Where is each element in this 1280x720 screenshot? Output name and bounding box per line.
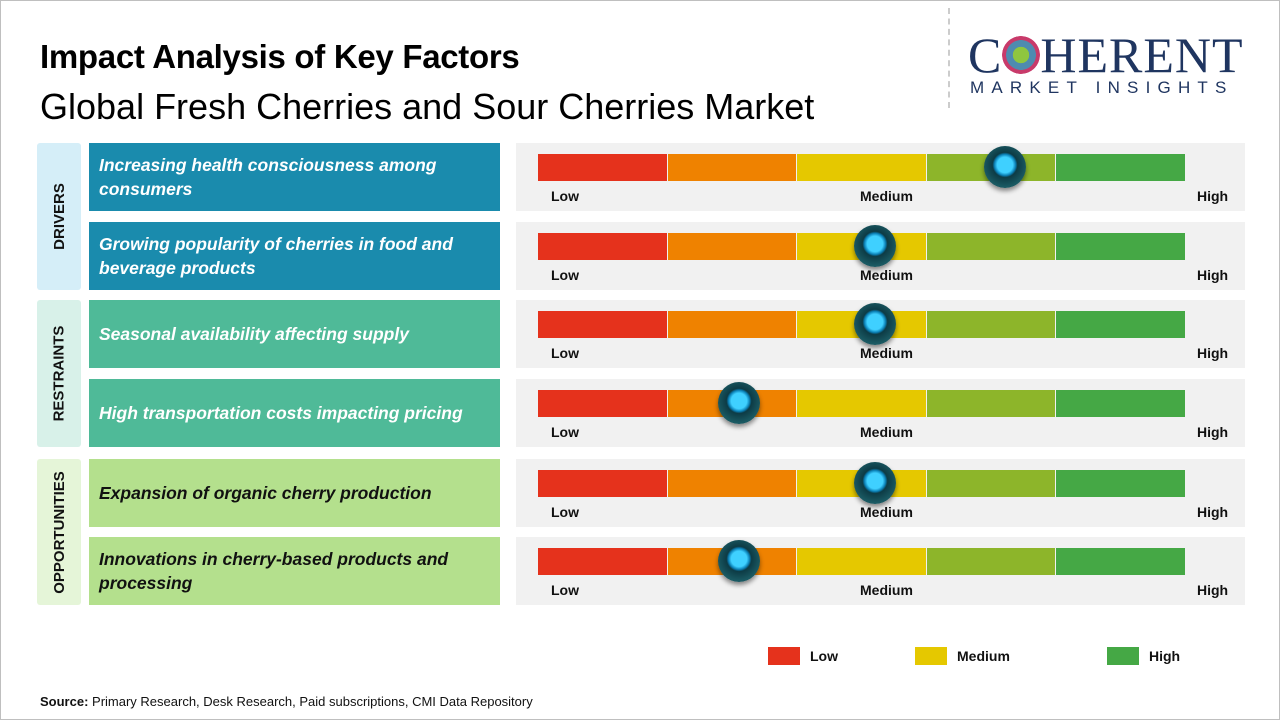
scale-label-high: High (1197, 504, 1229, 520)
category-label: RESTRAINTS (50, 325, 68, 422)
gauge-segment (538, 470, 667, 497)
source-label: Source: (40, 694, 89, 709)
gauge-segment (667, 233, 797, 260)
legend-swatch-high (1107, 647, 1139, 665)
gauge-segment (1056, 548, 1185, 575)
gauge-segment (538, 311, 667, 338)
gauge-segment (538, 154, 667, 181)
gauge-segment (926, 311, 1056, 338)
factor-label: Growing popularity of cherries in food a… (89, 222, 500, 290)
factor-label: Innovations in cherry-based products and… (89, 537, 500, 605)
scale-label-medium: Medium (860, 582, 913, 598)
scale-label-medium: Medium (860, 424, 913, 440)
source-note: Source: Primary Research, Desk Research,… (40, 694, 533, 709)
legend-label: Low (810, 648, 838, 664)
gauge-segment (1056, 233, 1185, 260)
logo-text-herent: HERENT (1040, 27, 1244, 83)
gauge-segment (538, 548, 667, 575)
scale-label-medium: Medium (860, 267, 913, 283)
factor-text: Increasing health consciousness among co… (99, 155, 437, 199)
impact-indicator-knob (717, 382, 760, 424)
category-opportunities: OPPORTUNITIES (37, 459, 81, 605)
factor-text: Expansion of organic cherry production (99, 483, 432, 503)
legend-swatch-medium (915, 647, 947, 665)
impact-gauge: Low Medium High (516, 537, 1245, 605)
impact-gauge: Low Medium High (516, 143, 1245, 211)
scale-label-high: High (1197, 188, 1229, 204)
legend-item-medium: Medium (915, 647, 1010, 665)
impact-indicator-knob (853, 225, 896, 267)
impact-indicator-knob (853, 303, 896, 345)
gauge-segment (1056, 390, 1185, 417)
scale-label-high: High (1197, 582, 1229, 598)
gauge-segment (926, 470, 1056, 497)
logo: C HERENT (968, 30, 1244, 80)
gauge-segment (538, 390, 667, 417)
gauge-segment (1056, 311, 1185, 338)
gauge-segment (667, 311, 797, 338)
scale-label-medium: Medium (860, 188, 913, 204)
logo-subtitle: MARKET INSIGHTS (970, 78, 1234, 97)
scale-label-medium: Medium (860, 345, 913, 361)
globe-dots-icon (1002, 36, 1041, 74)
impact-indicator-knob (717, 540, 760, 582)
scale-label-high: High (1197, 424, 1229, 440)
impact-indicator-knob (853, 462, 896, 504)
gauge-segment (797, 154, 926, 181)
scale-label-low: Low (551, 424, 579, 440)
gauge-segment (926, 233, 1056, 260)
gauge-segment (926, 548, 1056, 575)
legend-item-high: High (1107, 647, 1180, 665)
impact-gauge: Low Medium High (516, 222, 1245, 290)
scale-label-high: High (1197, 267, 1229, 283)
page-subtitle: Global Fresh Cherries and Sour Cherries … (40, 86, 815, 127)
divider (948, 8, 950, 108)
legend-label: High (1149, 648, 1181, 664)
factor-label: Expansion of organic cherry production (89, 459, 500, 527)
legend-label: Medium (957, 648, 1010, 664)
scale-label-medium: Medium (860, 504, 913, 520)
category-label: OPPORTUNITIES (50, 470, 68, 594)
impact-indicator-knob (983, 146, 1026, 188)
factor-label: High transportation costs impacting pric… (89, 379, 500, 447)
source-text: Primary Research, Desk Research, Paid su… (88, 694, 533, 709)
gauge-segment (1056, 154, 1185, 181)
category-label: DRIVERS (50, 183, 68, 250)
logo-text-c: C (968, 27, 1003, 83)
scale-label-high: High (1197, 345, 1229, 361)
gauge-segment (797, 390, 926, 417)
scale-label-low: Low (551, 504, 579, 520)
category-drivers: DRIVERS (37, 143, 81, 290)
scale-label-low: Low (551, 267, 579, 283)
scale-label-low: Low (551, 582, 579, 598)
scale-label-low: Low (551, 188, 579, 204)
factor-text: High transportation costs impacting pric… (99, 403, 463, 423)
scale-label-low: Low (551, 345, 579, 361)
gauge-segment (667, 154, 797, 181)
gauge-segment (926, 390, 1056, 417)
gauge-segment (538, 233, 667, 260)
impact-gauge: Low Medium High (516, 459, 1245, 527)
factor-label: Increasing health consciousness among co… (89, 143, 500, 211)
gauge-segment (1056, 470, 1185, 497)
factor-text: Seasonal availability affecting supply (99, 324, 409, 344)
impact-gauge: Low Medium High (516, 379, 1245, 447)
factor-label: Seasonal availability affecting supply (89, 300, 500, 368)
impact-gauge: Low Medium High (516, 300, 1245, 368)
factor-text: Innovations in cherry-based products and… (99, 549, 449, 593)
legend-item-low: Low (768, 647, 838, 665)
gauge-segment (667, 470, 797, 497)
category-restraints: RESTRAINTS (37, 300, 81, 447)
page-title: Impact Analysis of Key Factors (40, 38, 520, 75)
factor-text: Growing popularity of cherries in food a… (99, 234, 453, 278)
gauge-segment (797, 548, 926, 575)
legend-swatch-low (768, 647, 800, 665)
